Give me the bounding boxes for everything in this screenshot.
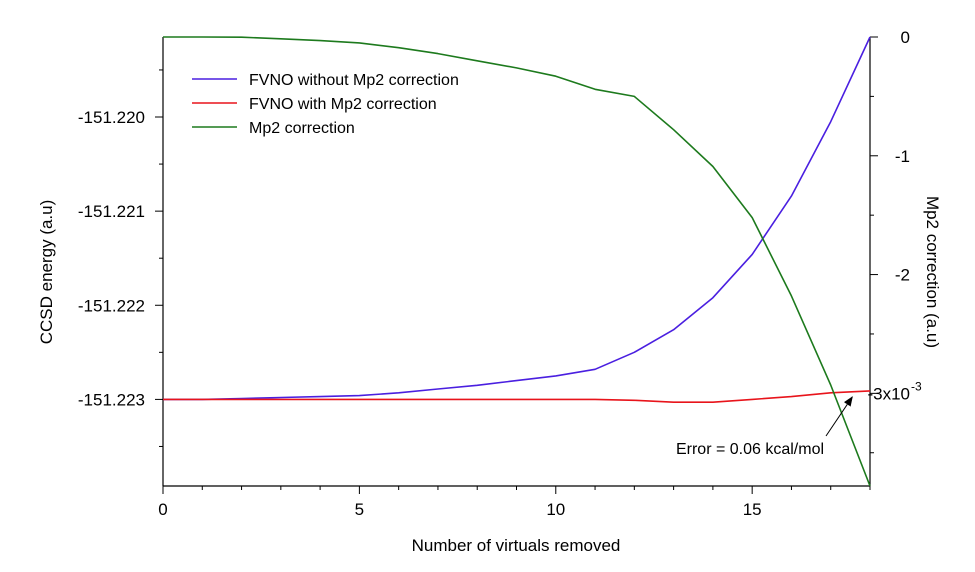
legend: FVNO without Mp2 correction FVNO with Mp2… xyxy=(192,72,459,137)
legend-label: FVNO without Mp2 correction xyxy=(249,72,459,89)
y-right-tick-label: 0 xyxy=(901,28,910,47)
annotation-arrow xyxy=(825,396,853,437)
series-line-2 xyxy=(163,36,871,487)
series-layer xyxy=(163,36,871,487)
y-right-exponent: -3 xyxy=(911,379,922,393)
legend-label: FVNO with Mp2 correction xyxy=(249,96,437,113)
left-axis-title: CCSD energy (a.u) xyxy=(37,200,56,345)
y-right-tick-label: -2 xyxy=(895,266,910,285)
series-line-1 xyxy=(163,390,871,404)
y-left-tick-label: -151.222 xyxy=(78,296,145,315)
axes: 0 5 10 15 -151.220 -151.221 -151.222 -151.223 0 -… xyxy=(78,28,922,519)
x-tick-label: 0 xyxy=(158,500,167,519)
y-left-tick-label: -151.221 xyxy=(78,202,145,221)
y-right-tick-label: -3x10 xyxy=(867,384,910,403)
y-right-tick-label: -1 xyxy=(895,147,910,166)
y-left-tick-label: -151.220 xyxy=(78,108,145,127)
series-line-0 xyxy=(163,36,871,401)
x-axis-title: Number of virtuals removed xyxy=(412,536,621,555)
annotation-text: Error = 0.06 kcal/mol xyxy=(676,441,824,458)
legend-label: Mp2 correction xyxy=(249,120,355,137)
x-tick-label: 15 xyxy=(743,500,762,519)
x-tick-label: 5 xyxy=(355,500,364,519)
right-axis-title: Mp2 correction (a.u) xyxy=(923,196,942,348)
y-left-tick-label: -151.223 xyxy=(78,390,145,409)
x-tick-label: 10 xyxy=(546,500,565,519)
annotation-layer: Error = 0.06 kcal/mol xyxy=(676,396,853,458)
